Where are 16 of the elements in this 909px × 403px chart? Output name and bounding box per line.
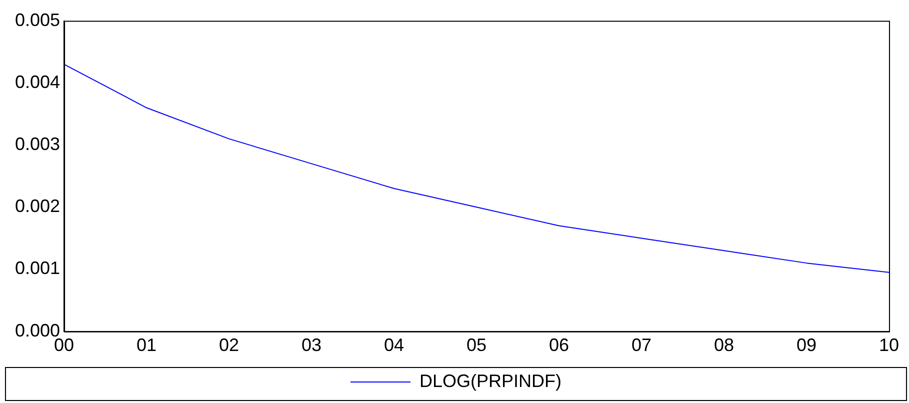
x-tick-label: 08: [714, 335, 734, 356]
x-tick-label: 02: [219, 335, 240, 356]
x-tick-label: 09: [796, 335, 817, 356]
legend-label: DLOG(PRPINDF): [420, 370, 562, 391]
y-tick-label: 0.001: [14, 258, 60, 278]
x-tick-label: 05: [466, 335, 487, 356]
x-tick-label: 10: [878, 335, 900, 356]
y-tick-label: 0.004: [14, 72, 60, 92]
x-tick-label: 04: [384, 335, 404, 356]
y-tick-label: 0.002: [14, 196, 60, 216]
x-tick-label: 01: [136, 335, 157, 356]
x-tick-label: 06: [548, 335, 570, 356]
y-tick-label: 0.003: [14, 134, 60, 154]
x-tick-label: 07: [631, 335, 652, 356]
y-tick-label: 0.005: [14, 10, 60, 30]
x-tick-label: 03: [302, 335, 322, 356]
